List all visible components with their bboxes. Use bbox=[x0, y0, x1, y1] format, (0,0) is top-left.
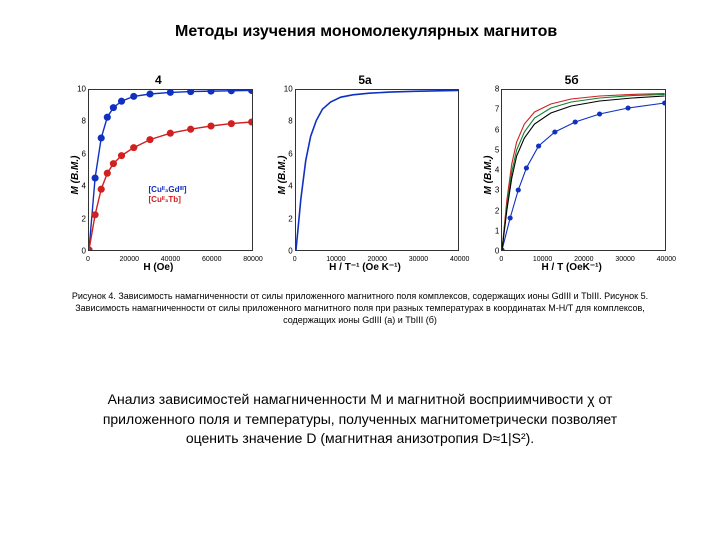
x-tick: 10000 bbox=[326, 256, 345, 263]
series-line bbox=[502, 103, 665, 250]
x-tick: 20000 bbox=[367, 256, 386, 263]
panel-label: 5б bbox=[565, 73, 579, 87]
y-tick: 1 bbox=[485, 226, 499, 235]
series-marker bbox=[207, 90, 214, 95]
x-tick: 60000 bbox=[202, 256, 221, 263]
series-marker bbox=[573, 119, 578, 124]
series-marker bbox=[187, 90, 194, 95]
x-tick: 30000 bbox=[615, 256, 634, 263]
chart-panel-4: 4M (B.M.)H (Oe)0246810020000400006000080… bbox=[60, 75, 257, 275]
series-marker bbox=[118, 152, 125, 159]
x-tick: 40000 bbox=[657, 256, 676, 263]
y-tick: 8 bbox=[279, 117, 293, 126]
x-axis-label: H / T (OeK⁻¹) bbox=[542, 262, 602, 273]
series-marker bbox=[104, 170, 111, 177]
y-tick: 0 bbox=[485, 247, 499, 256]
series-line bbox=[502, 94, 665, 250]
x-axis-label: H / T⁻¹ (Oe K⁻¹) bbox=[329, 262, 401, 273]
y-tick: 4 bbox=[72, 182, 86, 191]
series-marker bbox=[92, 174, 99, 181]
panel-label: 5а bbox=[358, 73, 371, 87]
series-marker bbox=[597, 111, 602, 116]
x-tick: 80000 bbox=[243, 256, 262, 263]
series-marker bbox=[626, 105, 631, 110]
chart-panel-5b: 5бM (B.M.)H / T (OeK⁻¹)01234567801000020… bbox=[473, 75, 670, 275]
y-tick: 0 bbox=[72, 247, 86, 256]
x-tick: 40000 bbox=[450, 256, 469, 263]
series-marker bbox=[516, 187, 521, 192]
y-tick: 2 bbox=[485, 206, 499, 215]
plot-area bbox=[501, 89, 666, 251]
y-tick: 2 bbox=[72, 214, 86, 223]
series-line bbox=[89, 90, 252, 250]
legend-item: [Cuᴵᴵ₃Tb] bbox=[149, 195, 187, 205]
series-marker bbox=[118, 98, 125, 105]
series-marker bbox=[248, 90, 252, 94]
x-tick: 40000 bbox=[161, 256, 180, 263]
y-tick: 4 bbox=[485, 166, 499, 175]
series-marker bbox=[130, 93, 137, 100]
y-tick: 8 bbox=[72, 117, 86, 126]
y-tick: 10 bbox=[72, 85, 86, 94]
series-marker bbox=[110, 104, 117, 111]
chart-legend: [Cuᴵᴵ₃Gdᴵᴵᴵ][Cuᴵᴵ₃Tb] bbox=[149, 185, 187, 206]
series-marker bbox=[553, 129, 558, 134]
series-marker bbox=[92, 211, 99, 218]
x-tick: 0 bbox=[293, 256, 297, 263]
y-tick: 6 bbox=[485, 125, 499, 134]
series-line bbox=[296, 90, 459, 250]
series-marker bbox=[146, 136, 153, 143]
y-tick: 6 bbox=[279, 149, 293, 158]
series-marker bbox=[104, 114, 111, 121]
series-marker bbox=[248, 118, 252, 125]
series-marker bbox=[508, 215, 513, 220]
charts-container: 4M (B.M.)H (Oe)0246810020000400006000080… bbox=[60, 75, 670, 275]
series-marker bbox=[228, 120, 235, 127]
series-marker bbox=[89, 246, 93, 250]
y-tick: 10 bbox=[279, 85, 293, 94]
series-marker bbox=[524, 165, 529, 170]
x-axis-label: H (Oe) bbox=[143, 262, 173, 273]
x-tick: 0 bbox=[499, 256, 503, 263]
x-tick: 10000 bbox=[533, 256, 552, 263]
series-line bbox=[502, 94, 665, 250]
panel-label: 4 bbox=[155, 73, 162, 87]
plot-area bbox=[88, 89, 253, 251]
chart-svg bbox=[89, 90, 252, 250]
series-marker bbox=[536, 143, 541, 148]
chart-panel-5a: 5аM (B.M.)H / T⁻¹ (Oe K⁻¹)02468100100002… bbox=[267, 75, 464, 275]
x-tick: 0 bbox=[86, 256, 90, 263]
y-tick: 8 bbox=[485, 85, 499, 94]
series-marker bbox=[146, 90, 153, 97]
x-tick: 30000 bbox=[409, 256, 428, 263]
y-tick: 0 bbox=[279, 247, 293, 256]
series-marker bbox=[167, 130, 174, 137]
series-marker bbox=[187, 126, 194, 133]
x-tick: 20000 bbox=[574, 256, 593, 263]
y-tick: 3 bbox=[485, 186, 499, 195]
series-marker bbox=[98, 134, 105, 141]
legend-item: [Cuᴵᴵ₃Gdᴵᴵᴵ] bbox=[149, 185, 187, 195]
y-tick: 2 bbox=[279, 214, 293, 223]
series-marker bbox=[98, 186, 105, 193]
page-title: Методы изучения мономолекулярных магнито… bbox=[175, 22, 575, 43]
y-tick: 4 bbox=[279, 182, 293, 191]
figure-caption: Рисунок 4. Зависимость намагниченности о… bbox=[70, 290, 650, 326]
y-tick: 5 bbox=[485, 145, 499, 154]
series-marker bbox=[207, 122, 214, 129]
series-marker bbox=[110, 160, 117, 167]
y-tick: 6 bbox=[72, 149, 86, 158]
series-marker bbox=[228, 90, 235, 94]
chart-svg bbox=[296, 90, 459, 250]
analysis-text: Анализ зависимостей намагниченности М и … bbox=[80, 390, 640, 449]
y-tick: 7 bbox=[485, 105, 499, 114]
x-tick: 20000 bbox=[120, 256, 139, 263]
series-marker bbox=[167, 90, 174, 96]
series-marker bbox=[662, 100, 665, 105]
chart-svg bbox=[502, 90, 665, 250]
plot-area bbox=[295, 89, 460, 251]
series-marker bbox=[130, 144, 137, 151]
